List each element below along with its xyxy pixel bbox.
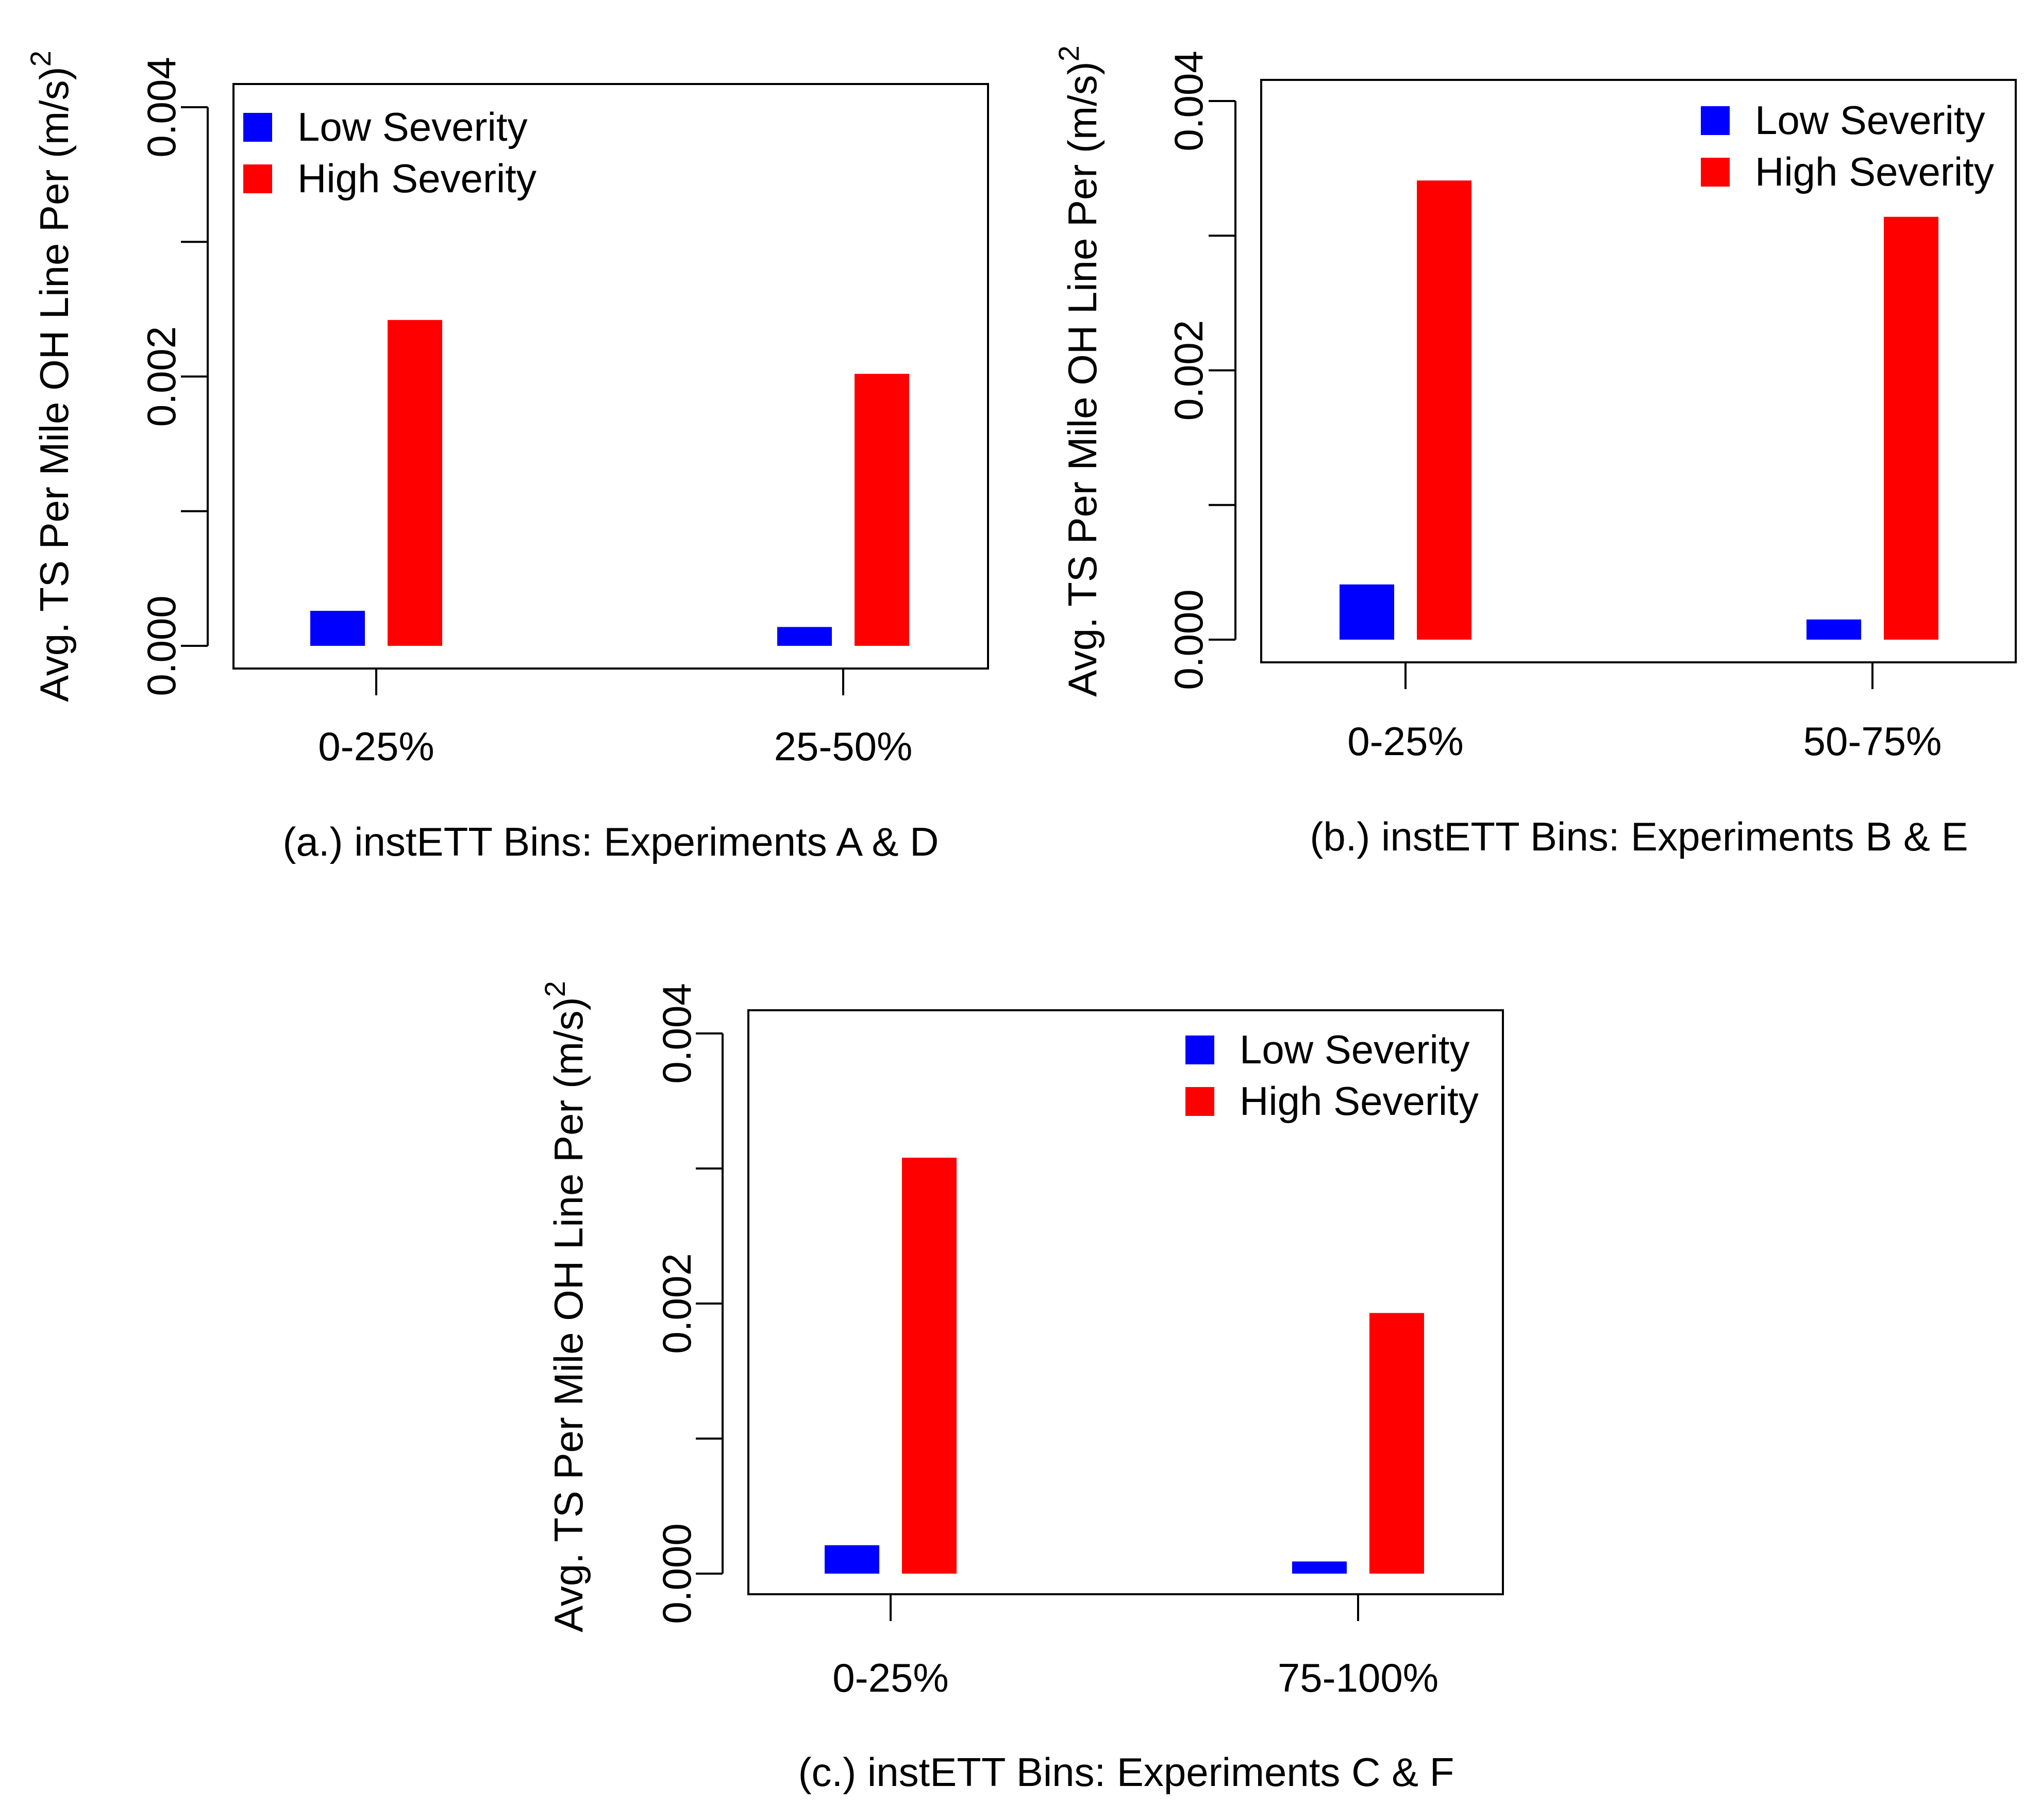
legend-swatch [1185, 1036, 1214, 1064]
y-axis-label-superscript: 2 [539, 981, 571, 997]
x-tick-label: 0-25% [832, 1655, 948, 1700]
y-tick-label: 0.000 [139, 595, 184, 696]
legend-swatch [243, 113, 272, 142]
y-tick-label: 0.000 [1166, 589, 1211, 690]
y-tick-label: 0.004 [654, 983, 699, 1083]
x-tick-label: 0-25% [1347, 719, 1463, 764]
y-axis-label-superscript: 2 [24, 51, 57, 66]
legend-label: High Severity [297, 156, 537, 201]
y-axis-label: Avg. TS Per Mile OH Line Per (m/s)2 [1052, 45, 1105, 697]
bar-low-severity [1292, 1561, 1347, 1574]
bar-low-severity [825, 1545, 879, 1574]
legend-swatch [1701, 106, 1730, 135]
legend-swatch [243, 164, 272, 193]
bar-high-severity [1884, 216, 1938, 640]
bar-high-severity [1369, 1313, 1424, 1574]
bar-high-severity [1417, 180, 1471, 640]
bar-low-severity [1806, 619, 1861, 640]
legend-label: Low Severity [1240, 1027, 1470, 1072]
legend-label: High Severity [1240, 1078, 1479, 1124]
bar-low-severity [310, 611, 365, 646]
plot-frame [232, 83, 989, 670]
legend-label: Low Severity [1755, 97, 1985, 143]
y-axis-label-superscript: 2 [1052, 45, 1085, 61]
y-tick-label: 0.004 [1166, 51, 1211, 151]
y-axis-label: Avg. TS Per Mile OH Line Per (m/s)2 [539, 981, 591, 1632]
bar-high-severity [388, 320, 442, 646]
legend-label: Low Severity [297, 104, 528, 149]
bar-low-severity [777, 627, 832, 646]
y-tick-label: 0.002 [139, 326, 184, 427]
y-tick-label: 0.002 [654, 1253, 699, 1354]
bar-high-severity [855, 374, 909, 646]
legend-swatch [1701, 158, 1730, 187]
y-axis-label: Avg. TS Per Mile OH Line Per (m/s)2 [24, 51, 77, 702]
x-tick-label: 0-25% [318, 724, 434, 769]
chart-panel-1: 0.000 0.002 0.004 Avg. TS Per Mile OH Line … [24, 51, 989, 864]
x-tick-label: 75-100% [1278, 1655, 1438, 1700]
y-tick-label: 0.000 [654, 1523, 699, 1624]
bar-low-severity [1340, 584, 1394, 640]
x-tick-label: 25-50% [774, 724, 913, 769]
x-tick-label: 50-75% [1803, 719, 1942, 764]
plot-frame [1260, 79, 2017, 663]
chart-panel-2: 0.000 0.002 0.004 Avg. TS Per Mile OH Line … [1052, 45, 2017, 859]
legend-label: High Severity [1755, 149, 1994, 194]
panel-caption: (a.) instETT Bins: Experiments A & D [283, 819, 939, 864]
legend-swatch [1185, 1087, 1214, 1116]
panel-caption: (c.) instETT Bins: Experiments C & F [798, 1749, 1454, 1795]
y-tick-label: 0.004 [139, 57, 184, 157]
plot-frame [747, 1009, 1504, 1595]
panel-caption: (b.) instETT Bins: Experiments B & E [1310, 814, 1968, 859]
y-tick-label: 0.002 [1166, 320, 1211, 421]
chart-panel-3: 0.000 0.002 0.004 Avg. TS Per Mile OH Line … [539, 981, 1504, 1795]
bar-high-severity [902, 1158, 957, 1574]
